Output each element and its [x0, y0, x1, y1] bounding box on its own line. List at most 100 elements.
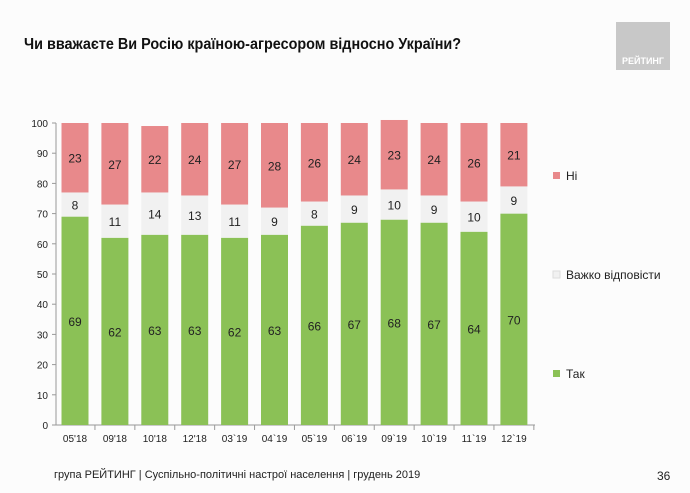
- bar-segment-hard: [380, 189, 408, 220]
- bar-segment-no: [61, 123, 89, 193]
- data-label: 24: [427, 153, 441, 167]
- bar-segment-yes: [181, 234, 209, 425]
- data-label: 9: [431, 203, 438, 217]
- x-tick-label: 12`19: [501, 433, 527, 445]
- data-label: 21: [507, 149, 521, 163]
- legend-swatch: [553, 370, 560, 377]
- data-label: 63: [148, 324, 162, 338]
- x-tick-label: 11`19: [462, 433, 487, 445]
- bar-segment-yes: [221, 237, 249, 425]
- data-label: 24: [188, 153, 202, 167]
- bar-segment-yes: [101, 237, 129, 425]
- y-tick-label: 10: [37, 391, 49, 402]
- bar-segment-no: [181, 123, 209, 196]
- bar-segment-yes: [420, 222, 448, 425]
- bar-segment-hard: [300, 201, 328, 226]
- y-tick-label: 60: [37, 240, 49, 251]
- data-label: 64: [467, 322, 481, 336]
- bar-segment-hard: [101, 204, 129, 238]
- y-tick-label: 100: [31, 119, 48, 130]
- bar-segment-hard: [221, 204, 249, 238]
- data-label: 13: [188, 209, 202, 223]
- data-label: 63: [188, 324, 202, 338]
- legend-swatch: [552, 270, 561, 279]
- bar-segment-no: [500, 123, 528, 187]
- data-label: 23: [388, 149, 402, 163]
- bar-segment-yes: [300, 225, 328, 425]
- data-label: 10: [467, 211, 481, 225]
- bar-segment-hard: [61, 192, 89, 217]
- page-number: 36: [657, 469, 671, 483]
- bar-segment-yes: [460, 231, 488, 425]
- bar-segment-no: [340, 123, 368, 196]
- legend-label: Важко відповісти: [566, 268, 661, 282]
- bar-segment-yes: [500, 213, 528, 425]
- stacked-bar-chart: 0 10 20 30 40 50 60 70 80 90 100 69 8 23 05'18 62 11 27 09…: [31, 119, 661, 445]
- bar-segment-no: [221, 123, 249, 205]
- x-tick-label: 10'18: [143, 434, 168, 445]
- data-label: 11: [109, 215, 122, 229]
- bar-segment-hard: [340, 195, 368, 223]
- x-tick-label: 06`19: [342, 433, 368, 445]
- bar-segment-no: [261, 123, 288, 208]
- x-tick-label: 09'18: [103, 434, 128, 445]
- x-tick-label: 12'18: [183, 434, 208, 445]
- bar-segment-hard: [460, 201, 488, 232]
- bar-segment-no: [300, 123, 328, 202]
- data-label: 9: [271, 215, 278, 229]
- bar-segment-yes: [61, 216, 89, 425]
- y-tick-label: 90: [37, 149, 49, 160]
- legend-swatch: [553, 172, 560, 179]
- data-label: 8: [72, 199, 79, 213]
- data-label: 11: [228, 215, 241, 229]
- bar-segment-no: [101, 123, 129, 205]
- y-tick-label: 50: [37, 270, 49, 281]
- x-tick-label: 05'18: [63, 434, 88, 445]
- x-tick-label: 09`19: [381, 433, 407, 445]
- data-label: 24: [348, 153, 362, 167]
- x-tick-label: 10`19: [421, 433, 447, 445]
- data-label: 9: [351, 203, 358, 217]
- bar-segment-hard: [500, 186, 528, 214]
- x-tick-label: 05`19: [302, 433, 328, 445]
- data-label: 70: [507, 313, 521, 327]
- page-title: Чи вважаєте Ви Росію країною-агресором в…: [24, 36, 462, 53]
- bar-segment-hard: [181, 195, 209, 235]
- footer-text: група РЕЙТИНГ | Суспільно-політичні наст…: [54, 469, 421, 481]
- data-label: 26: [467, 156, 481, 170]
- legend-label: Ні: [566, 169, 577, 183]
- bar-segment-no: [420, 123, 448, 196]
- x-tick-label: 04`19: [262, 433, 288, 445]
- data-label: 14: [148, 208, 162, 222]
- data-label: 66: [308, 319, 322, 333]
- bar-segment-hard: [420, 195, 448, 223]
- bar-segment-yes: [380, 219, 408, 425]
- data-label: 67: [348, 318, 362, 332]
- data-label: 69: [68, 315, 82, 329]
- logo-text: РЕЙТИНГ: [621, 56, 665, 66]
- y-tick-label: 20: [37, 361, 49, 372]
- bar-segment-no: [141, 126, 169, 193]
- data-label: 22: [148, 153, 162, 167]
- bar-segment-yes: [340, 222, 368, 425]
- bar-segment-no: [380, 119, 408, 190]
- y-tick-label: 0: [42, 421, 48, 432]
- data-label: 63: [268, 324, 282, 338]
- data-label: 28: [268, 159, 282, 173]
- bar-segment-no: [460, 123, 488, 202]
- data-label: 9: [511, 194, 518, 208]
- data-label: 23: [68, 152, 82, 166]
- data-label: 68: [388, 316, 402, 330]
- data-label: 26: [308, 156, 322, 170]
- y-tick-label: 30: [37, 330, 49, 341]
- y-tick-label: 70: [37, 210, 49, 221]
- data-label: 10: [388, 199, 402, 213]
- data-label: 67: [427, 318, 441, 332]
- rating-logo: РЕЙТИНГ: [616, 22, 670, 70]
- bar-segment-hard: [261, 207, 288, 235]
- bar-segment-hard: [141, 192, 169, 235]
- bar-segment-yes: [261, 234, 288, 425]
- data-label: 27: [228, 158, 242, 172]
- x-tick-label: 03`19: [222, 433, 248, 445]
